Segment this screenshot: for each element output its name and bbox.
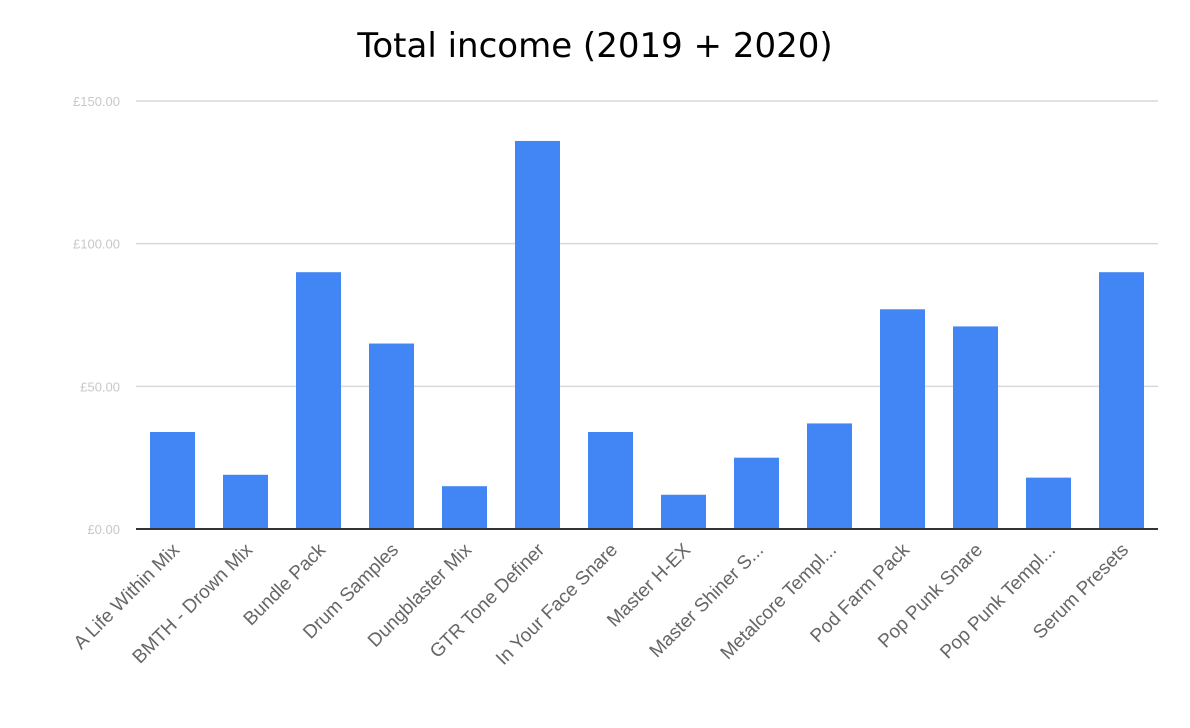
y-tick-label: £0.00 xyxy=(87,522,120,537)
bar xyxy=(442,486,487,529)
y-tick-label: £50.00 xyxy=(80,379,120,394)
x-tick-label: In Your Face Snare xyxy=(492,540,622,670)
y-tick-label: £100.00 xyxy=(73,237,120,252)
y-tick-label: £150.00 xyxy=(73,94,120,109)
bar xyxy=(588,431,633,529)
bar xyxy=(661,494,706,529)
bar xyxy=(1099,272,1144,529)
chart-title: Total income (2019 + 2020) xyxy=(357,26,833,66)
bar-layer xyxy=(150,140,1144,530)
bar xyxy=(953,326,998,529)
bar xyxy=(734,457,779,529)
bar xyxy=(150,431,195,529)
bar xyxy=(807,423,852,529)
bar xyxy=(515,140,560,530)
bar xyxy=(369,343,414,529)
bar xyxy=(296,272,341,529)
x-tick-label: BMTH - Drown Mix xyxy=(129,539,258,668)
grid-layer xyxy=(136,100,1158,388)
bar xyxy=(223,474,268,529)
bar xyxy=(1026,477,1071,529)
bar xyxy=(880,309,925,529)
